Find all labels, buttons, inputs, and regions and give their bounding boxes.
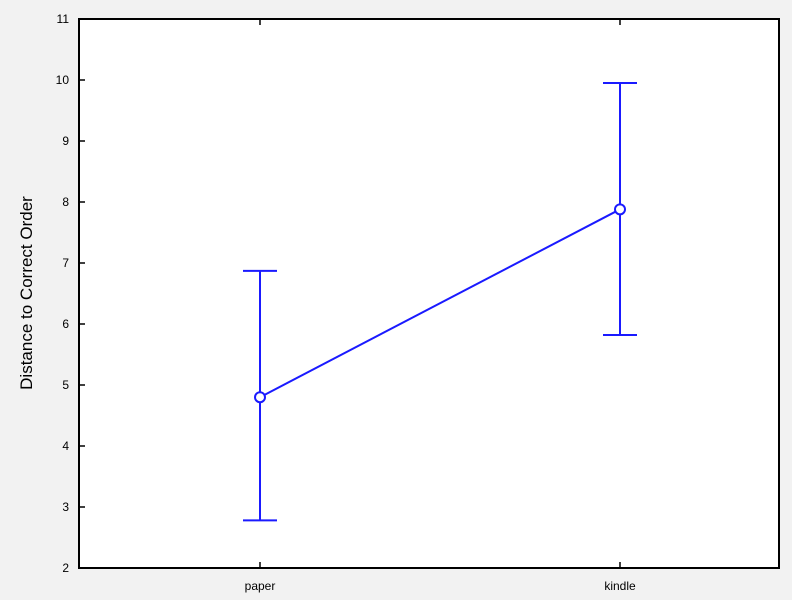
y-tick-label: 7: [62, 256, 69, 270]
y-axis-ticks: 2 3 4 5 6 7 8 9 10 11: [56, 12, 85, 575]
plot-area: [78, 18, 780, 569]
y-tick-label: 9: [62, 134, 69, 148]
series-layer: [243, 82, 637, 522]
x-axis-ticks: paper kindle: [245, 19, 636, 593]
data-point: [614, 203, 626, 216]
y-tick-label: 2: [62, 561, 69, 575]
y-tick-label: 4: [62, 439, 69, 453]
y-tick-label: 3: [62, 500, 69, 514]
y-axis-title: Distance to Correct Order: [17, 196, 36, 390]
data-point: [254, 391, 266, 404]
x-tick-label: paper: [245, 579, 276, 593]
series-line: [259, 208, 621, 399]
y-tick-label: 10: [56, 73, 70, 87]
y-tick-label: 8: [62, 195, 69, 209]
y-tick-label: 5: [62, 378, 69, 392]
y-tick-label: 6: [62, 317, 69, 331]
x-tick-label: kindle: [604, 579, 636, 593]
y-tick-label: 11: [57, 12, 70, 26]
